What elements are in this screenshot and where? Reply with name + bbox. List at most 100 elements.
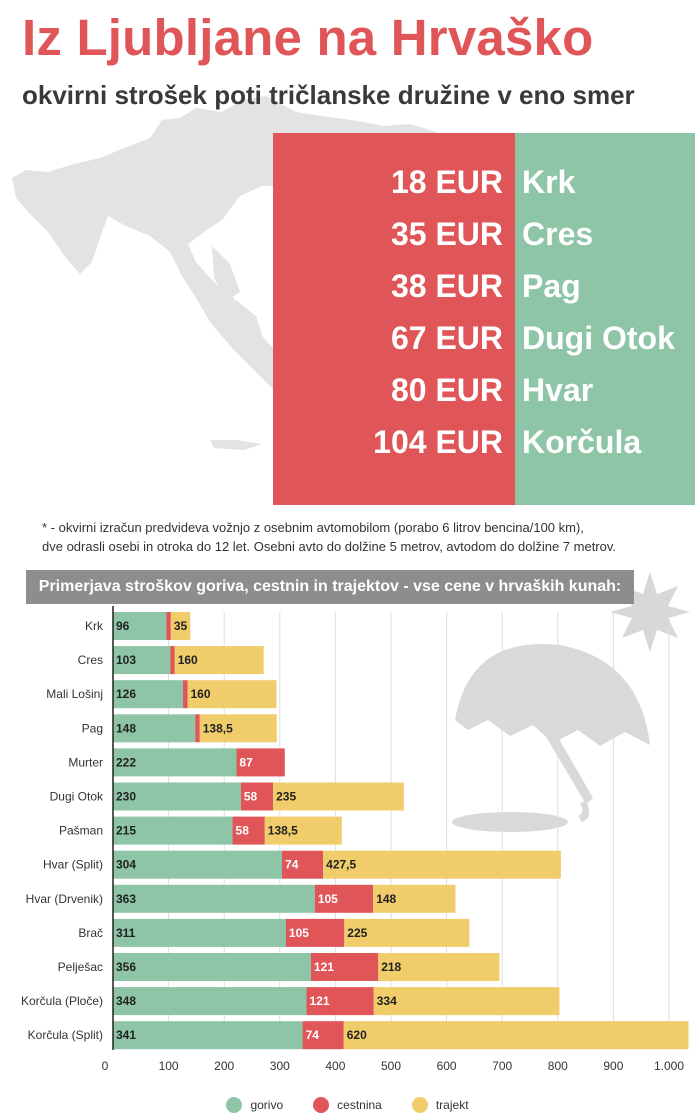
bar-gorivo	[113, 884, 315, 913]
category-label: Murter	[68, 755, 103, 769]
bar-gorivo	[113, 816, 233, 845]
bar-trajekt	[323, 850, 561, 879]
category-label: Korčula (Split)	[28, 1028, 103, 1042]
x-tick-label: 800	[548, 1059, 568, 1073]
category-label: Brač	[78, 926, 103, 940]
bar-value-label: 160	[178, 653, 198, 667]
bar-trajekt	[170, 612, 191, 640]
bar-value-label: 121	[309, 994, 329, 1008]
price-value: 18 EUR	[390, 164, 503, 200]
bar-value-label: 334	[377, 994, 397, 1008]
bar-value-label: 363	[116, 892, 136, 906]
x-tick-label: 700	[492, 1059, 512, 1073]
bar-gorivo	[113, 918, 286, 947]
destination-name: Krk	[522, 164, 576, 200]
bar-trajekt	[344, 918, 470, 947]
legend-dot-icon	[411, 1096, 428, 1113]
bar-value-label: 138,5	[203, 721, 233, 735]
price-panel	[273, 133, 515, 505]
bar-trajekt	[378, 953, 500, 981]
bar-value-label: 126	[116, 687, 136, 701]
bar-value-label: 427,5	[326, 858, 356, 872]
footnote: * - okvirni izračun predvideva vožnjo z …	[42, 518, 662, 556]
cost-chart: 96 35 103 160 126 160 148 138,5 222 87 230 58 235 215…	[21, 572, 690, 1073]
bar-value-label: 230	[116, 790, 136, 804]
legend-dot-icon	[226, 1096, 243, 1113]
bar-cestnina	[240, 782, 274, 811]
destination-name: Hvar	[522, 372, 594, 408]
bar-cestnina	[232, 816, 265, 845]
bar-value-label: 148	[116, 721, 136, 735]
bar-gorivo	[113, 953, 311, 981]
x-tick-label: 900	[603, 1059, 623, 1073]
bar-cestnina	[306, 987, 374, 1016]
bar-trajekt	[343, 1021, 689, 1050]
price-value: 104 EUR	[373, 424, 503, 460]
legend-dot-icon	[313, 1096, 330, 1113]
umbrella-icon	[452, 643, 650, 832]
bar-trajekt	[199, 714, 277, 743]
bar-value-label: 215	[116, 824, 136, 838]
bar-value-label: 121	[314, 960, 334, 974]
price-row-korcula: 104 EUR Korčula	[273, 424, 695, 476]
bar-value-label: 304	[116, 858, 136, 872]
category-label: Hvar (Drvenik)	[26, 892, 103, 906]
bar-gorivo	[113, 987, 307, 1016]
footnote-line: dve odrasli osebi in otroka do 12 let. O…	[42, 539, 617, 554]
chart-legend: gorivo cestnina trajekt	[0, 1096, 695, 1113]
bar-value-label: 138,5	[268, 824, 298, 838]
price-value: 38 EUR	[390, 268, 503, 304]
legend-label: trajekt	[435, 1097, 469, 1112]
bar-value-label: 620	[347, 1028, 367, 1042]
page-title: Iz Ljubljane na Hrvaško	[22, 9, 594, 66]
bar-value-label: 96	[116, 619, 130, 633]
price-value: 67 EUR	[390, 320, 503, 356]
x-tick-label: 300	[270, 1059, 290, 1073]
bar-value-label: 235	[276, 790, 296, 804]
price-row-pag: 38 EUR Pag	[273, 268, 695, 320]
bar-trajekt	[264, 816, 342, 845]
bar-value-label: 311	[116, 926, 136, 940]
price-row-cres: 35 EUR Cres	[273, 216, 695, 268]
category-label: Pašman	[59, 824, 103, 838]
bar-trajekt	[187, 680, 277, 709]
bar-value-label: 35	[174, 619, 188, 633]
legend-item-cestnina: cestnina	[313, 1096, 382, 1113]
bar-cestnina	[236, 748, 285, 777]
bar-trajekt	[373, 987, 560, 1016]
bar-value-label: 148	[376, 892, 396, 906]
bar-value-label: 105	[318, 892, 338, 906]
bar-value-label: 218	[381, 960, 401, 974]
bar-gorivo	[113, 782, 241, 811]
legend-item-trajekt: trajekt	[411, 1096, 469, 1113]
footnote-line: * - okvirni izračun predvideva vožnjo z …	[42, 520, 584, 535]
bar-value-label: 58	[236, 824, 250, 838]
bar-trajekt	[273, 782, 404, 811]
bar-gorivo	[113, 1021, 303, 1050]
bar-value-label: 341	[116, 1028, 136, 1042]
category-label: Korčula (Ploče)	[21, 994, 103, 1008]
legend-label: cestnina	[337, 1097, 382, 1112]
x-tick-label: 100	[159, 1059, 179, 1073]
price-row-dugi-otok: 67 EUR Dugi Otok	[273, 320, 695, 372]
category-label: Pelješac	[58, 960, 103, 974]
bar-value-label: 222	[116, 755, 136, 769]
destination-name: Dugi Otok	[522, 320, 675, 356]
bar-gorivo	[113, 748, 237, 777]
category-label: Cres	[78, 653, 103, 667]
bar-value-label: 225	[347, 926, 367, 940]
bar-gorivo	[113, 850, 283, 879]
bar-value-label: 103	[116, 653, 136, 667]
bar-cestnina	[183, 680, 188, 709]
bar-trajekt	[373, 884, 456, 913]
bar-value-label: 105	[289, 926, 309, 940]
bar-cestnina	[285, 918, 345, 947]
destination-name: Cres	[522, 216, 594, 252]
chart-decoration	[452, 572, 690, 832]
x-tick-label: 400	[325, 1059, 345, 1073]
bar-cestnina	[314, 884, 374, 913]
bar-value-label: 160	[191, 687, 211, 701]
category-label: Pag	[82, 721, 103, 735]
legend-item-gorivo: gorivo	[226, 1096, 283, 1113]
destination-name: Korčula	[522, 424, 642, 460]
